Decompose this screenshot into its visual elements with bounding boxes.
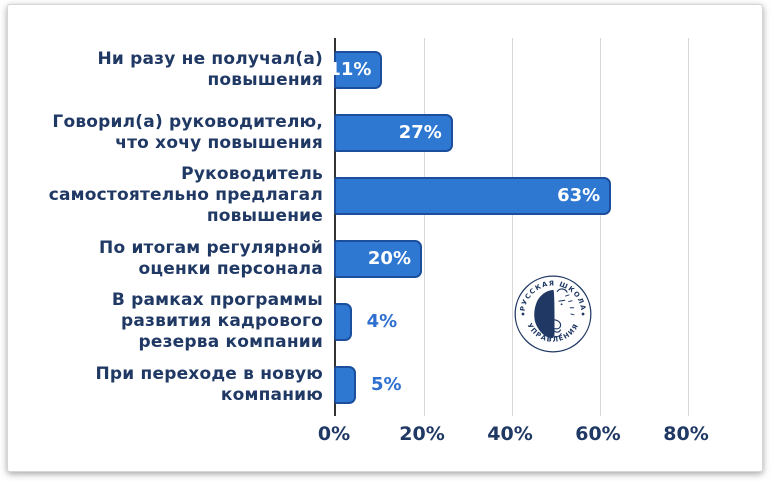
category-label-line: повышение	[206, 206, 323, 226]
bar-track: 5%	[334, 365, 730, 404]
x-axis-tick-label: 60%	[575, 423, 621, 445]
bar: 11%	[328, 50, 383, 89]
x-axis-tick-label: 40%	[487, 423, 533, 445]
logo-dot-right	[581, 312, 585, 316]
chart-card: Ни разу не получал(а) повышения 11% Говорил…	[7, 4, 763, 472]
category-label-line: В рамках программы	[111, 290, 323, 310]
category-label-line: При переходе в новую	[95, 363, 323, 384]
grid-layer	[334, 38, 732, 416]
gridline	[424, 38, 425, 416]
lion-icon	[534, 288, 575, 339]
bar-track: 27%	[334, 113, 730, 152]
category-label: По итогам регулярной оценки персонала	[8, 238, 334, 280]
x-axis-tick-label: 0%	[317, 423, 351, 445]
category-label: Руководитель самостоятельно предлагал повы…	[8, 164, 334, 227]
category-label-line: Ни разу не получал(а)	[97, 48, 323, 69]
category-label: Говорил(а) руководителю, что хочу повышен…	[8, 112, 334, 154]
category-label-line: компанию	[220, 384, 323, 405]
value-label: 20%	[367, 248, 411, 269]
category-label-line: Говорил(а) руководителю,	[52, 111, 323, 132]
value-label: 4%	[366, 311, 398, 332]
plot-area: Ни разу не получал(а) повышения 11% Говорил…	[8, 38, 762, 416]
value-label: 5%	[371, 374, 402, 395]
category-label-line: повышения	[207, 69, 323, 90]
bar: 20%	[334, 239, 422, 278]
gridline	[599, 38, 601, 416]
category-label-line: что хочу повышения	[115, 132, 323, 153]
x-axis-tick-label: 80%	[663, 423, 709, 445]
category-label-line: Руководитель	[181, 164, 323, 184]
gridline	[688, 38, 689, 416]
x-axis-labels: 0% 20% 40% 60% 80%	[318, 416, 730, 454]
bar: 27%	[334, 113, 453, 152]
category-label: В рамках программы развития кадрового резе…	[8, 290, 334, 353]
category-label-line: резерва компании	[138, 332, 323, 352]
bar-row: В рамках программы развития кадрового резе…	[8, 290, 762, 353]
bar	[334, 302, 352, 341]
bar-track: 4%	[334, 302, 730, 341]
logo-dot-left	[521, 312, 525, 316]
bar: 63%	[334, 176, 612, 215]
category-label-line: оценки персонала	[138, 258, 323, 279]
bar-row: По итогам регулярной оценки персонала 20%	[8, 227, 762, 290]
category-label-line: развития кадрового	[121, 311, 323, 331]
x-axis-tick-label: 20%	[399, 423, 445, 445]
bar-track: 11%	[328, 50, 730, 89]
bar-row: Говорил(а) руководителю, что хочу повышен…	[8, 101, 762, 164]
rsu-logo: РУССКАЯ ШКОЛА УПРАВЛЕНИЯ	[514, 275, 592, 353]
value-label: 11%	[328, 59, 372, 80]
category-label: При переходе в новую компанию	[8, 364, 334, 406]
category-label-line: По итогам регулярной	[99, 237, 323, 258]
bar	[334, 365, 356, 404]
category-label-line: самостоятельно предлагал	[48, 185, 323, 205]
value-label: 63%	[557, 185, 601, 206]
bar-track: 20%	[334, 239, 730, 278]
bar-row: Руководитель самостоятельно предлагал повы…	[8, 164, 762, 227]
bar-rows: Ни разу не получал(а) повышения 11% Говорил…	[8, 38, 762, 416]
category-label: Ни разу не получал(а) повышения	[8, 49, 334, 91]
bar-track: 63%	[334, 176, 730, 215]
bar-row: Ни разу не получал(а) повышения 11%	[8, 38, 762, 101]
gridline	[512, 38, 513, 416]
value-label: 27%	[398, 122, 442, 143]
bar-row: При переходе в новую компанию 5%	[8, 353, 762, 416]
